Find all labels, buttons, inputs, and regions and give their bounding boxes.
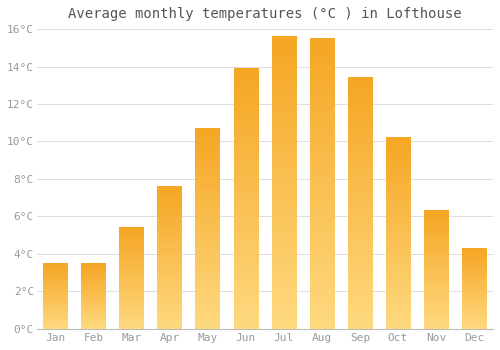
Title: Average monthly temperatures (°C ) in Lofthouse: Average monthly temperatures (°C ) in Lo… (68, 7, 462, 21)
